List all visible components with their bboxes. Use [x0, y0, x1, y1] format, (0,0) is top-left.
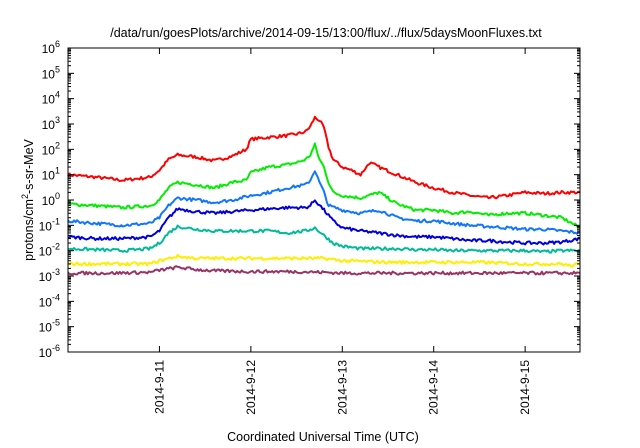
series-line-3 [67, 170, 581, 235]
y-axis-ticks: 10-6 10-5 10-4 10-3 10-2 10-1 100 101 102 103 104 1… [39, 39, 580, 360]
series-line-7 [67, 265, 581, 276]
y-tick-label: 10-4 [39, 292, 60, 309]
x-tick-label: 2014-9-11 [152, 360, 166, 414]
y-tick-label: 10-2 [39, 242, 60, 259]
y-axis-label-prefix: protons/cm [22, 199, 36, 261]
y-tick-label: 102 [42, 140, 60, 157]
y-tick-label: 10-3 [39, 267, 60, 284]
plot-area-frame [67, 47, 581, 353]
chart-title: /data/run/goesPlots/archive/2014-09-15/1… [110, 26, 542, 40]
y-tick-label: 101 [42, 166, 60, 183]
series-layer [67, 115, 581, 276]
series-line-4 [67, 199, 581, 246]
series-line-1 [67, 115, 581, 200]
series-line-6 [67, 253, 581, 268]
y-tick-label: 10-1 [39, 216, 60, 233]
x-tick-label: 2014-9-12 [244, 360, 258, 415]
series-line-5 [67, 224, 581, 254]
x-tick-label: 2014-9-15 [518, 360, 532, 415]
y-tick-label: 100 [42, 191, 60, 208]
y-tick-label: 104 [42, 90, 60, 107]
y-axis-label-superscript: 2 [20, 194, 30, 199]
x-axis-ticks: 2014-9-11 2014-9-12 2014-9-13 2014-9-14 2014… [152, 48, 532, 415]
y-tick-label: 10-6 [39, 343, 60, 360]
y-axis-label: protons/cm2-s-sr-MeV [20, 138, 36, 260]
y-tick-label: 106 [42, 39, 60, 56]
x-tick-label: 2014-9-14 [427, 360, 441, 415]
x-tick-label: 2014-9-13 [335, 360, 349, 415]
y-axis-label-suffix: -s-sr-MeV [22, 138, 36, 194]
x-axis-label: Coordinated Universal Time (UTC) [227, 430, 419, 444]
series-line-2 [67, 142, 581, 229]
y-tick-label: 105 [42, 64, 60, 81]
y-tick-label: 10-5 [39, 318, 60, 335]
y-tick-label: 103 [42, 115, 60, 132]
